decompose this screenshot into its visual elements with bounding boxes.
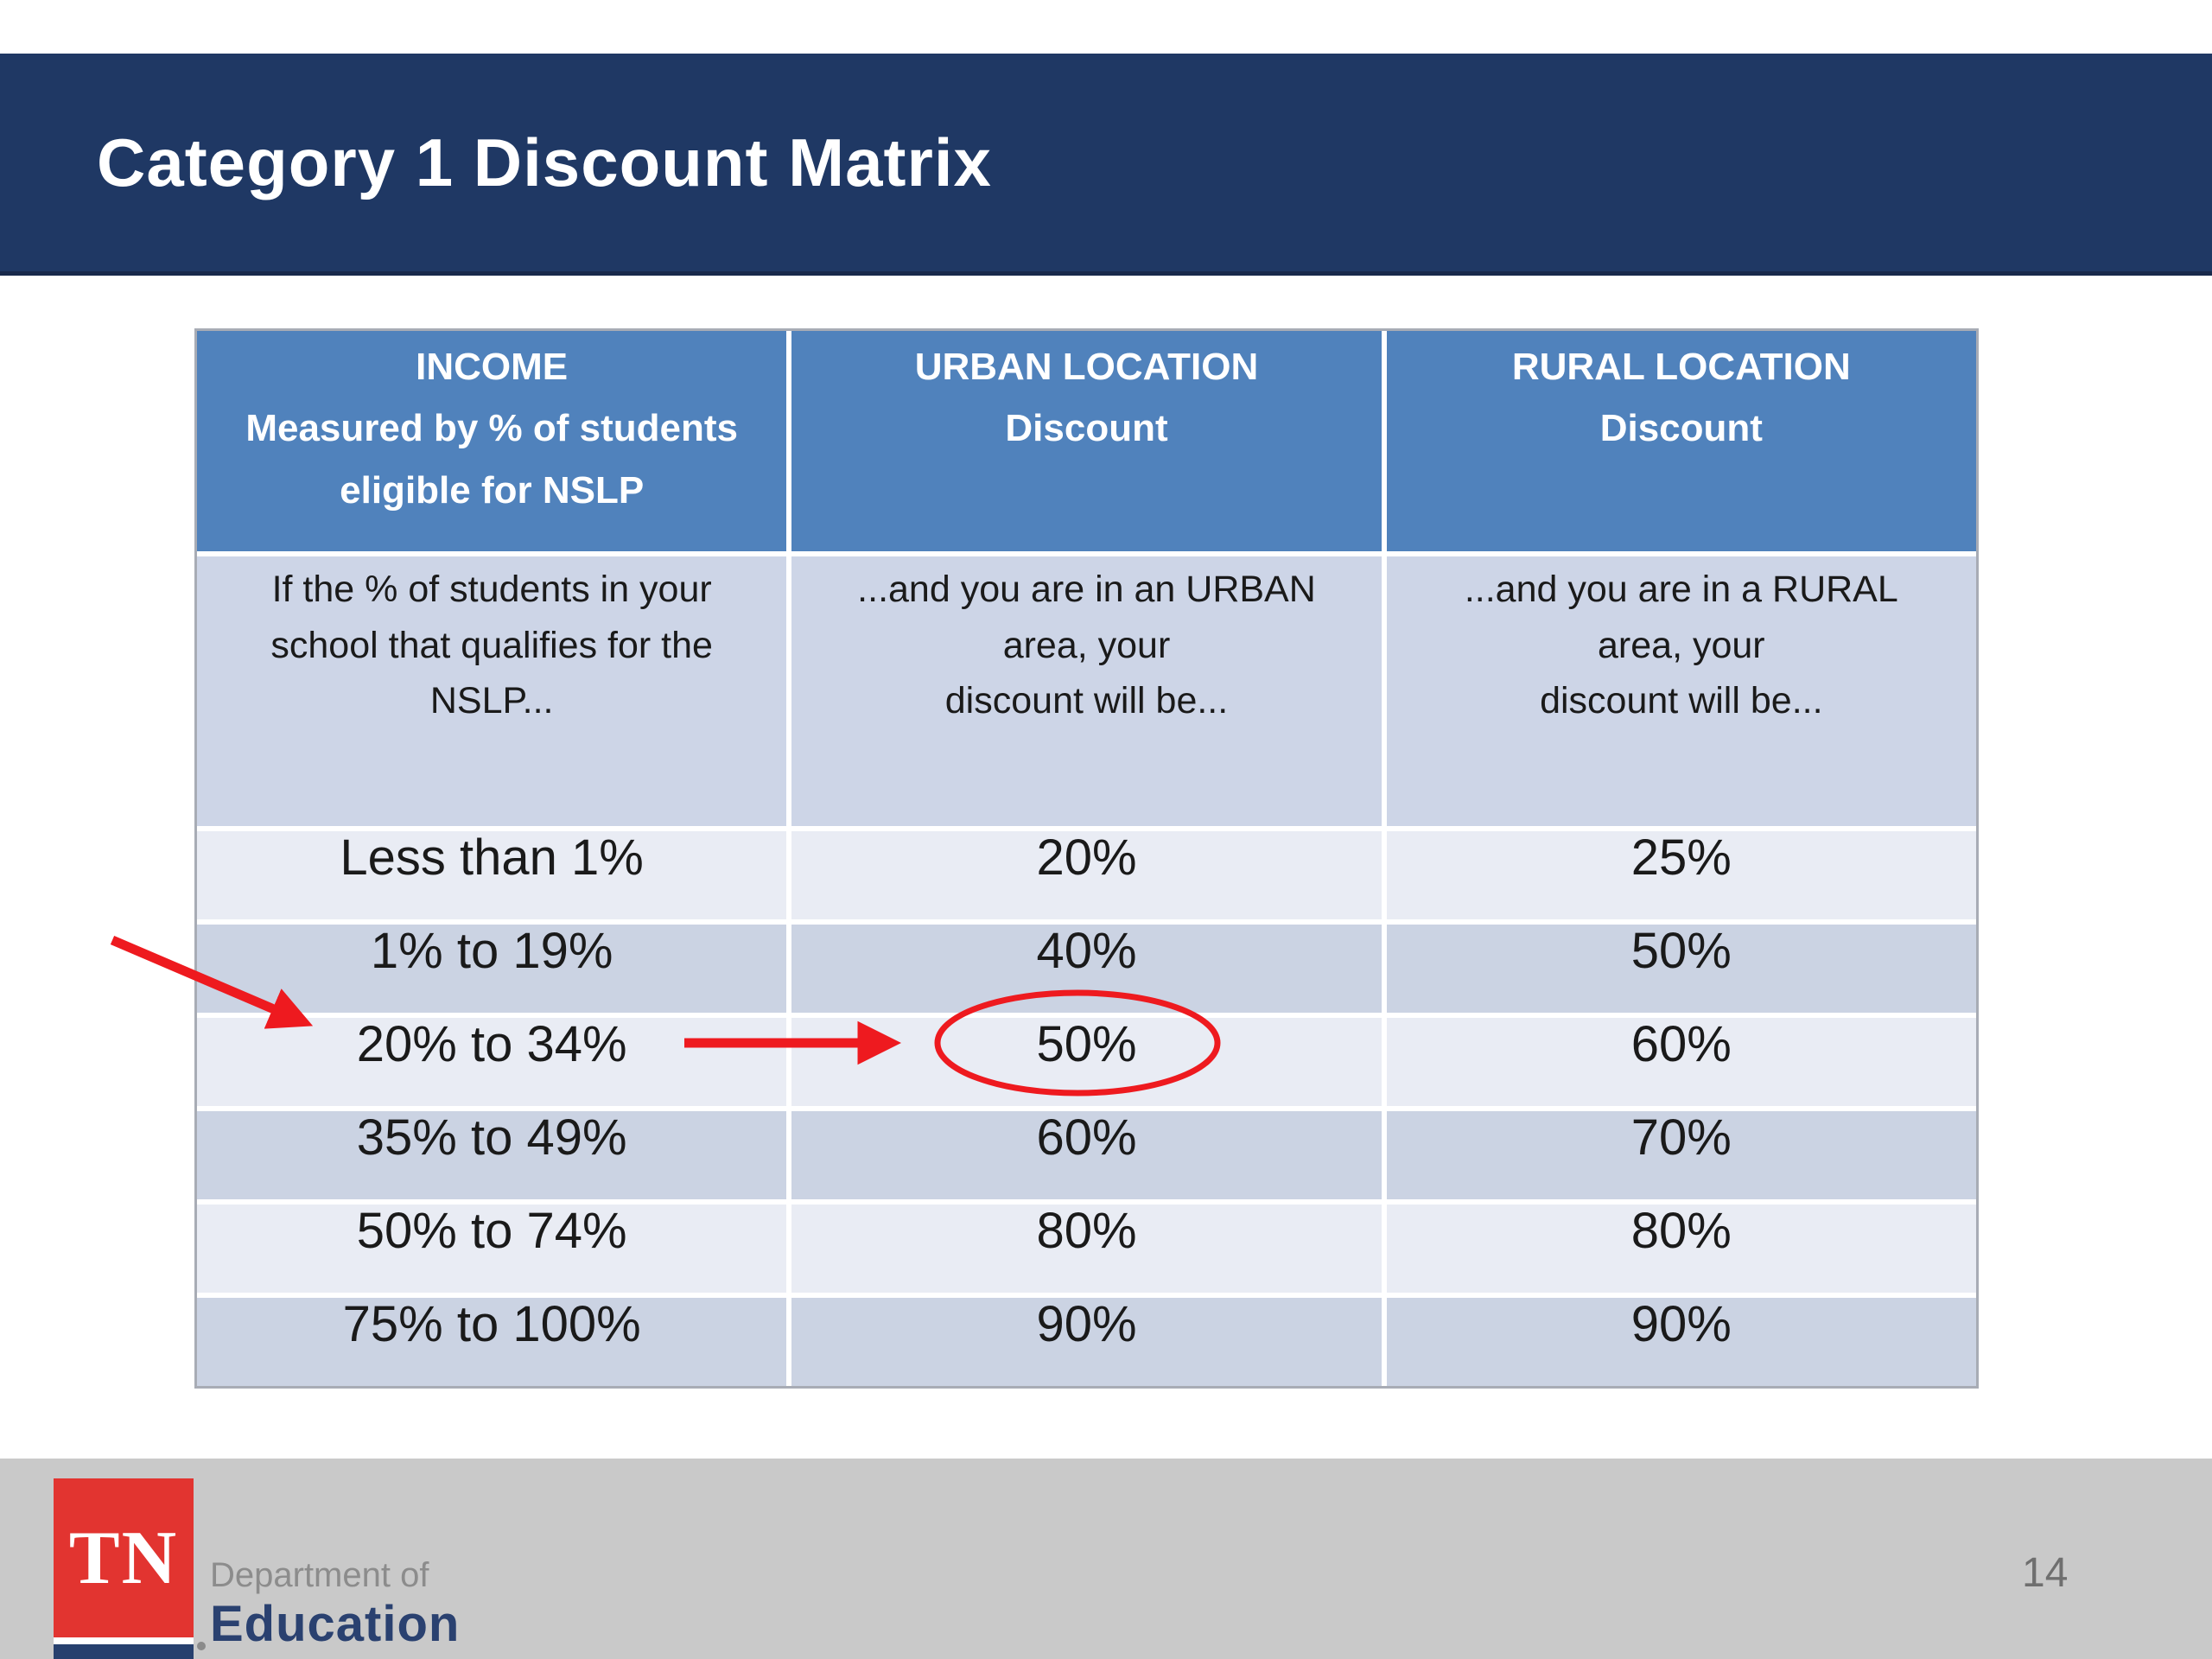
table-cell-range: 50% to 74% <box>197 1203 787 1293</box>
subheader-urban: ...and you are in an URBAN area, your di… <box>791 556 1382 826</box>
table-cell-urban: 90% <box>791 1296 1382 1386</box>
table-cell-rural: 70% <box>1386 1109 1976 1199</box>
education-label: Education <box>210 1596 461 1652</box>
page-title: Category 1 Discount Matrix <box>97 124 992 200</box>
table-cell-range: 20% to 34% <box>197 1016 787 1106</box>
table-cell-urban: 60% <box>791 1109 1382 1199</box>
subheader-income: If the % of students in your school that… <box>197 556 787 826</box>
department-of-label: Department of <box>210 1556 429 1594</box>
table-cell-range: 1% to 19% <box>197 923 787 1013</box>
column-header-urban: URBAN LOCATION Discount <box>791 331 1382 551</box>
column-header-income: INCOME Measured by % of students eligibl… <box>197 331 787 551</box>
department-wordmark: Department of Education <box>210 1558 460 1649</box>
tn-logo-red-box: TN <box>54 1478 194 1637</box>
table-cell-rural: 80% <box>1386 1203 1976 1293</box>
tn-logo-dot <box>197 1642 206 1650</box>
tn-logo-navy-stripe <box>54 1644 194 1659</box>
discount-matrix-table: INCOME Measured by % of students eligibl… <box>194 328 1979 1389</box>
column-header-rural: RURAL LOCATION Discount <box>1386 331 1976 551</box>
table-cell-range: 75% to 100% <box>197 1296 787 1386</box>
table-cell-range: 35% to 49% <box>197 1109 787 1199</box>
table-cell-rural: 25% <box>1386 830 1976 919</box>
table-cell-urban-circled: 50% <box>791 1016 1382 1106</box>
table-cell-urban: 80% <box>791 1203 1382 1293</box>
table-cell-rural: 50% <box>1386 923 1976 1013</box>
footer-bar: TN Department of Education 14 <box>0 1459 2212 1659</box>
subheader-rural: ...and you are in a RURAL area, your dis… <box>1386 556 1976 826</box>
table-cell-rural: 60% <box>1386 1016 1976 1106</box>
table-cell-urban: 20% <box>791 830 1382 919</box>
tn-logo: TN <box>54 1478 194 1659</box>
table-cell-range: Less than 1% <box>197 830 787 919</box>
table-cell-rural: 90% <box>1386 1296 1976 1386</box>
tn-logo-white-stripe <box>54 1637 194 1644</box>
title-bar: Category 1 Discount Matrix <box>0 54 2212 276</box>
table-cell-urban: 40% <box>791 923 1382 1013</box>
page-number: 14 <box>2022 1550 2069 1596</box>
tn-logo-acronym: TN <box>68 1516 179 1600</box>
